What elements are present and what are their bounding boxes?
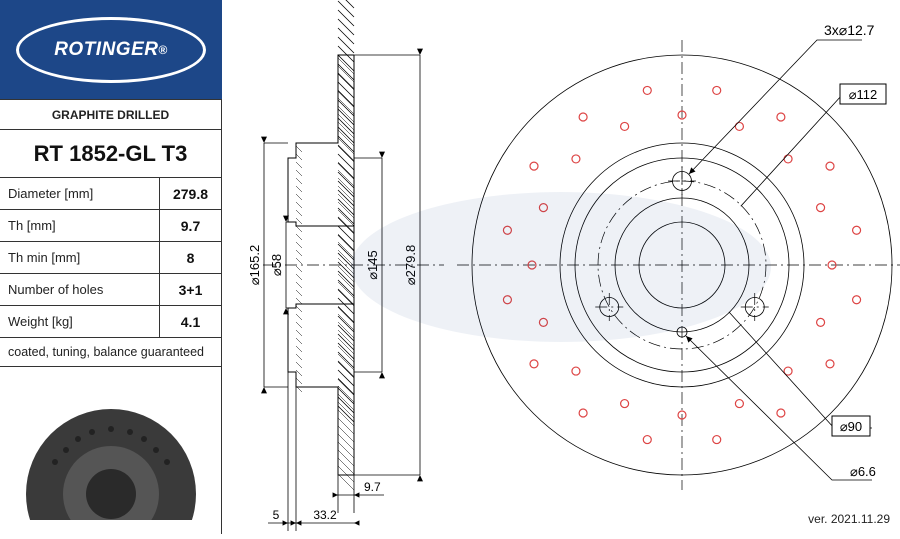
svg-text:⌀165.2: ⌀165.2: [247, 245, 262, 285]
spec-label: Weight [kg]: [0, 306, 160, 337]
part-number: RT 1852-GL T3: [0, 130, 221, 178]
spec-row: Number of holes3+1: [0, 274, 221, 306]
svg-text:33.2: 33.2: [313, 508, 337, 522]
notes: coated, tuning, balance guaranteed: [0, 338, 221, 367]
svg-text:⌀6.6: ⌀6.6: [850, 464, 876, 479]
svg-text:⌀90: ⌀90: [840, 419, 862, 434]
logo-box: ROTINGER®: [0, 0, 222, 100]
svg-text:3x⌀12.7: 3x⌀12.7: [824, 22, 875, 38]
spec-label: Diameter [mm]: [0, 178, 160, 209]
brand-logo: ROTINGER®: [16, 17, 206, 83]
spec-row: Th min [mm]8: [0, 242, 221, 274]
svg-text:⌀145: ⌀145: [365, 250, 380, 280]
technical-drawing: 3x⌀12.7 ⌀112 ⌀90 ⌀6.6 ⌀165.2 ⌀58 ⌀145 ⌀279.8 9.7…: [222, 0, 900, 534]
subtitle: GRAPHITE DRILLED: [0, 100, 221, 130]
drawing-area: ROTINGER® 3x⌀12.7⌀112⌀90⌀6.6⌀165.2⌀58⌀14…: [222, 0, 900, 534]
spec-label: Number of holes: [0, 274, 160, 305]
spec-row: Th [mm]9.7: [0, 210, 221, 242]
disc-preview: [20, 404, 202, 520]
reg-mark: ®: [158, 43, 167, 57]
spec-row: Weight [kg]4.1: [0, 306, 221, 338]
spec-value: 9.7: [160, 210, 221, 241]
spec-value: 3+1: [160, 274, 221, 305]
spec-row: Diameter [mm]279.8: [0, 178, 221, 210]
svg-text:9.7: 9.7: [364, 480, 381, 494]
spec-label: Th min [mm]: [0, 242, 160, 273]
spec-value: 4.1: [160, 306, 221, 337]
spec-panel: ROTINGER® GRAPHITE DRILLED RT 1852-GL T3…: [0, 0, 222, 534]
spec-value: 279.8: [160, 178, 221, 209]
svg-text:5: 5: [273, 508, 280, 522]
svg-text:⌀58: ⌀58: [269, 254, 284, 276]
spec-value: 8: [160, 242, 221, 273]
brand-text: ROTINGER: [54, 39, 158, 61]
version-label: ver. 2021.11.29: [808, 512, 890, 526]
svg-text:⌀112: ⌀112: [849, 87, 878, 102]
spec-label: Th [mm]: [0, 210, 160, 241]
svg-text:⌀279.8: ⌀279.8: [403, 245, 418, 285]
